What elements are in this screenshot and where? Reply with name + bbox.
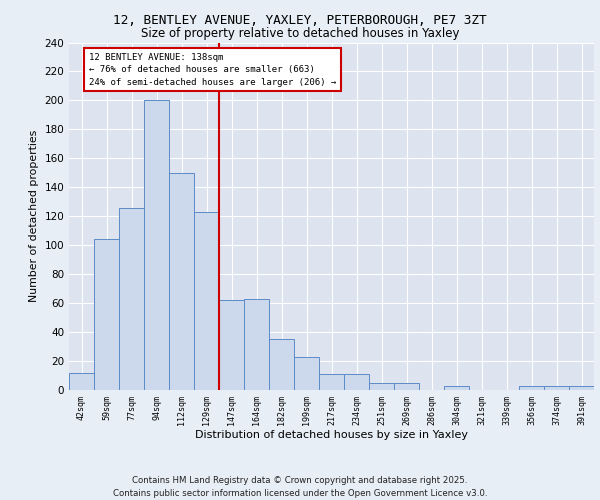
Text: 12, BENTLEY AVENUE, YAXLEY, PETERBOROUGH, PE7 3ZT: 12, BENTLEY AVENUE, YAXLEY, PETERBOROUGH… [113, 14, 487, 27]
Bar [344, 374, 369, 390]
Bar [219, 300, 244, 390]
Bar [119, 208, 144, 390]
Bar [294, 356, 319, 390]
X-axis label: Distribution of detached houses by size in Yaxley: Distribution of detached houses by size … [195, 430, 468, 440]
Bar [544, 386, 569, 390]
Bar [69, 372, 94, 390]
Text: 12 BENTLEY AVENUE: 138sqm
← 76% of detached houses are smaller (663)
24% of semi: 12 BENTLEY AVENUE: 138sqm ← 76% of detac… [89, 52, 336, 86]
Bar [194, 212, 219, 390]
Bar [169, 173, 194, 390]
Bar [569, 386, 594, 390]
Bar [369, 383, 394, 390]
Bar [94, 240, 119, 390]
Bar [269, 340, 294, 390]
Text: Size of property relative to detached houses in Yaxley: Size of property relative to detached ho… [141, 28, 459, 40]
Bar [519, 386, 544, 390]
Bar [394, 383, 419, 390]
Bar [144, 100, 169, 390]
Bar [244, 299, 269, 390]
Bar [319, 374, 344, 390]
Text: Contains HM Land Registry data © Crown copyright and database right 2025.
Contai: Contains HM Land Registry data © Crown c… [113, 476, 487, 498]
Bar [444, 386, 469, 390]
Y-axis label: Number of detached properties: Number of detached properties [29, 130, 39, 302]
